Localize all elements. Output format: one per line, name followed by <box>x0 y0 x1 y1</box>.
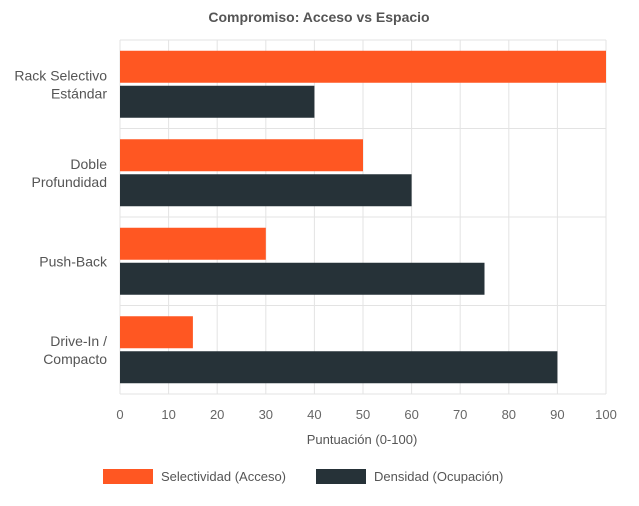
bar-densidad-0[interactable] <box>120 85 315 118</box>
x-tick-label: 90 <box>550 407 564 422</box>
chart-title: Compromiso: Acceso vs Espacio <box>208 9 429 25</box>
legend-label: Selectividad (Acceso) <box>161 469 286 484</box>
bars <box>120 50 606 384</box>
bar-densidad-3[interactable] <box>120 351 558 384</box>
x-axis-title: Puntuación (0-100) <box>307 432 418 447</box>
bar-selectividad-1[interactable] <box>120 139 363 172</box>
category-label-line: Estándar <box>51 85 107 101</box>
legend-item[interactable]: Selectividad (Acceso) <box>103 469 286 484</box>
category-label: Drive-In / Compacto <box>43 333 107 367</box>
category-label: Push-Back <box>39 253 108 269</box>
legend[interactable]: Selectividad (Acceso) Densidad (Ocupación… <box>103 469 503 484</box>
category-label-line: Drive-In / <box>50 333 107 349</box>
grid-lines <box>119 39 607 395</box>
x-tick-label: 50 <box>356 407 370 422</box>
category-labels: Rack Selectivo Estándar Doble Profundidad Pu… <box>14 67 108 367</box>
category-label: Doble Profundidad <box>31 156 107 190</box>
bar-densidad-2[interactable] <box>120 262 485 295</box>
x-tick-labels: 0 10 20 30 40 50 60 70 80 90 100 <box>116 407 616 422</box>
category-label-line: Profundidad <box>31 174 107 190</box>
x-tick-label: 0 <box>116 407 123 422</box>
x-tick-label: 80 <box>502 407 516 422</box>
legend-item[interactable]: Densidad (Ocupación) <box>316 469 503 484</box>
bar-selectividad-2[interactable] <box>120 227 266 260</box>
x-tick-label: 30 <box>259 407 273 422</box>
legend-swatch <box>103 469 153 484</box>
legend-label: Densidad (Ocupación) <box>374 469 503 484</box>
x-tick-label: 40 <box>307 407 321 422</box>
bar-selectividad-0[interactable] <box>120 50 606 83</box>
legend-swatch <box>316 469 366 484</box>
bar-densidad-1[interactable] <box>120 174 412 207</box>
category-label-line: Rack Selectivo <box>14 67 107 83</box>
x-tick-label: 70 <box>453 407 467 422</box>
x-tick-label: 100 <box>595 407 617 422</box>
x-tick-label: 20 <box>210 407 224 422</box>
category-label: Rack Selectivo Estándar <box>14 67 107 101</box>
bar-selectividad-3[interactable] <box>120 316 193 349</box>
x-tick-label: 10 <box>161 407 175 422</box>
category-label-line: Doble <box>70 156 107 172</box>
x-tick-label: 60 <box>404 407 418 422</box>
category-label-line: Compacto <box>43 351 107 367</box>
category-label-line: Push-Back <box>39 253 108 269</box>
